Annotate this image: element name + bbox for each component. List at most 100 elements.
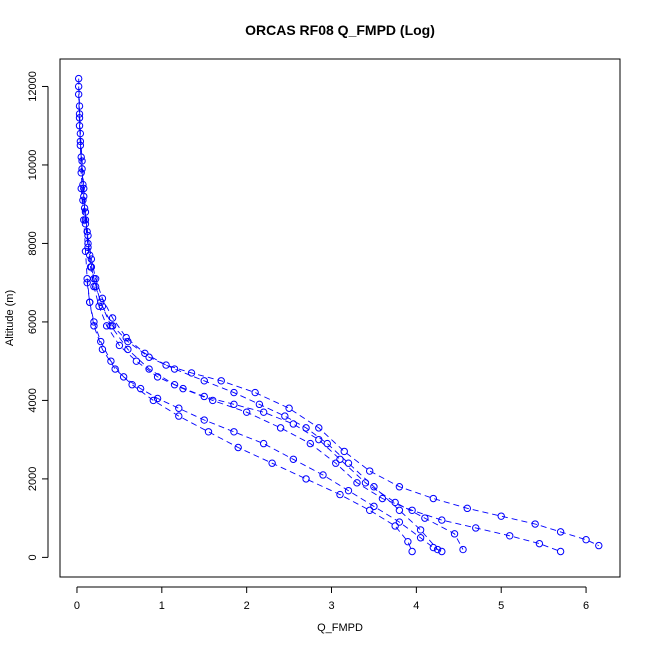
data-point xyxy=(344,459,353,467)
data-point xyxy=(77,169,85,177)
data-point xyxy=(353,479,361,487)
data-point xyxy=(145,353,153,361)
data-point xyxy=(204,428,213,436)
x-tick-label: 3 xyxy=(328,600,334,612)
data-point xyxy=(98,345,107,354)
data-point xyxy=(408,506,416,514)
data-point xyxy=(74,82,83,91)
data-point xyxy=(209,396,217,405)
y-tick-label: 12000 xyxy=(27,71,39,102)
data-point xyxy=(79,180,87,189)
data-point xyxy=(87,255,96,263)
y-tick-label: 2000 xyxy=(27,467,39,491)
series-line xyxy=(78,94,464,550)
data-point xyxy=(391,498,399,507)
data-point xyxy=(395,518,404,526)
data-point xyxy=(200,392,208,401)
y-tick-label: 8000 xyxy=(27,231,39,255)
data-point xyxy=(259,439,268,448)
data-point xyxy=(531,520,539,528)
data-point xyxy=(302,475,310,483)
data-point xyxy=(175,412,183,420)
data-point xyxy=(124,337,132,346)
y-tick-label: 10000 xyxy=(27,150,39,181)
data-point xyxy=(234,443,242,452)
series-layer xyxy=(74,74,603,556)
data-point xyxy=(438,516,446,524)
series-line xyxy=(78,86,561,552)
data-point xyxy=(315,435,323,444)
x-axis-label: Q_FMPD xyxy=(317,622,363,634)
data-point xyxy=(450,530,459,538)
data-point xyxy=(289,455,298,463)
x-tick-label: 5 xyxy=(498,600,504,612)
series-6 xyxy=(83,278,446,556)
data-point xyxy=(259,408,268,416)
data-point xyxy=(128,381,136,389)
x-tick-label: 0 xyxy=(74,600,80,612)
data-point xyxy=(361,479,370,487)
data-point xyxy=(255,400,264,409)
data-point xyxy=(145,365,153,373)
data-point xyxy=(217,377,225,385)
data-point xyxy=(200,377,208,385)
data-point xyxy=(84,243,92,252)
data-point xyxy=(315,424,323,432)
data-point xyxy=(285,404,293,412)
data-point xyxy=(153,394,162,403)
data-point xyxy=(90,318,98,326)
series-line xyxy=(86,282,442,552)
data-point xyxy=(187,369,196,377)
data-point xyxy=(136,384,145,393)
data-point xyxy=(306,439,315,448)
data-point xyxy=(76,141,85,150)
data-point xyxy=(472,524,480,532)
data-point xyxy=(336,455,344,463)
series-2 xyxy=(74,82,565,556)
y-tick-label: 0 xyxy=(27,554,39,560)
data-point xyxy=(281,412,289,420)
data-point xyxy=(111,365,119,373)
data-point xyxy=(179,384,187,393)
series-line xyxy=(80,188,413,552)
data-point xyxy=(268,459,276,467)
data-point xyxy=(119,373,128,381)
data-point xyxy=(170,381,179,389)
data-point xyxy=(230,388,238,397)
data-point xyxy=(108,314,117,322)
data-point xyxy=(83,275,91,283)
data-point xyxy=(370,502,378,511)
data-point xyxy=(370,483,378,491)
y-axis-label: Altitude (m) xyxy=(4,290,16,346)
data-point xyxy=(200,416,208,424)
y-tick-label: 6000 xyxy=(27,310,39,334)
series-5 xyxy=(77,184,416,556)
data-point xyxy=(85,298,94,307)
x-axis: 0 1 2 3 4 5 6 xyxy=(74,586,589,612)
data-point xyxy=(79,196,87,204)
x-tick-label: 6 xyxy=(583,600,589,612)
y-tick-label: 4000 xyxy=(27,388,39,412)
data-point xyxy=(302,424,310,432)
data-point xyxy=(365,467,374,475)
data-point xyxy=(340,447,348,456)
data-point xyxy=(108,322,117,330)
series-1 xyxy=(74,74,603,550)
data-point xyxy=(122,333,130,342)
data-point xyxy=(336,490,344,499)
data-point xyxy=(438,547,446,556)
data-point xyxy=(319,471,327,479)
series-line xyxy=(79,117,438,550)
data-point xyxy=(98,302,107,310)
data-point xyxy=(344,486,353,495)
data-point xyxy=(556,528,565,536)
data-point xyxy=(77,184,85,193)
data-point xyxy=(595,541,603,550)
data-point xyxy=(153,373,162,381)
data-point xyxy=(74,74,83,83)
data-point xyxy=(132,357,141,365)
data-point xyxy=(91,282,100,291)
data-point xyxy=(535,539,544,548)
data-point xyxy=(242,408,251,416)
